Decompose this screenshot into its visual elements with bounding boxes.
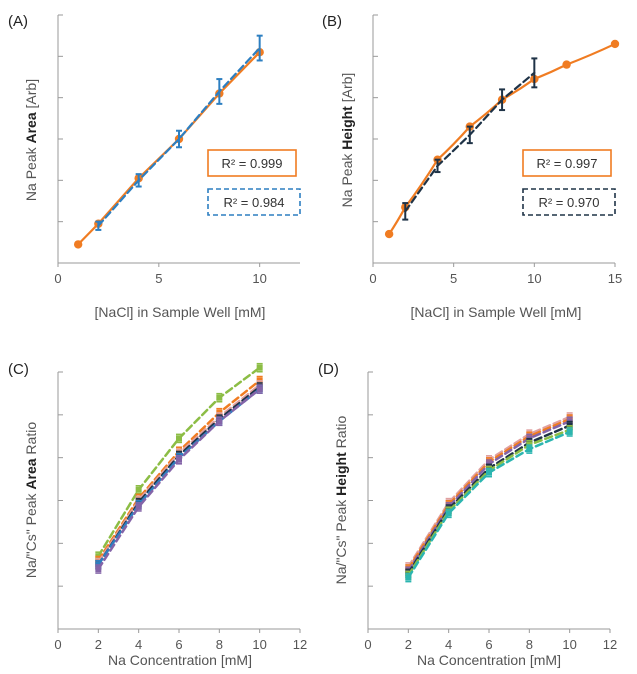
y-axis-label: Na Peak Height [Arb] [339,73,355,208]
data-point [73,240,83,249]
y-axis-label-part: Na Peak [339,150,355,208]
x-tick-label: 8 [526,637,533,652]
r2-annotation: R² = 0.984 [223,195,284,210]
y-axis-label-part: Ratio [333,415,349,452]
y-axis-label-part: [Arb] [23,79,39,112]
r2-annotation: R² = 0.970 [538,195,599,210]
x-tick-label: 12 [293,637,307,652]
x-tick-label: 4 [445,637,452,652]
series-line [407,420,571,573]
x-tick-label: 5 [155,271,162,286]
r2-box [522,149,612,177]
series-line [97,387,261,571]
y-axis-label: Na Peak Area [Arb] [23,79,39,201]
data-point [610,39,620,49]
data-point [256,364,263,371]
x-tick-label: 0 [54,271,61,286]
y-axis-label-part: Height [339,106,355,150]
data-point [526,446,533,453]
r2-box [522,188,616,216]
data-point [562,60,571,69]
y-axis-label-part: Area [23,458,39,489]
data-point [256,386,263,393]
y-axis-label-part: Ratio [23,422,39,459]
panel-label: (A) [8,13,28,30]
y-axis-label: Na/"Cs" Peak Area Ratio [23,422,39,578]
series-line [407,428,571,577]
data-point [176,456,182,463]
panel-label: (C) [8,361,29,378]
series-line [97,387,261,566]
x-tick-label: 8 [216,637,223,652]
x-axis-label: Na Concentration [mM] [417,652,561,668]
x-axis-label: [NaCl] in Sample Well [mM] [411,304,582,320]
y-axis-label-part: Area [23,112,39,143]
data-point [135,503,142,510]
x-tick-label: 10 [562,637,576,652]
data-point [486,469,492,476]
series-line [97,46,261,227]
series-line [97,385,261,566]
chart-panel: (C) 0 2 4 6 8 10 12 Na Concentration [mM] Na/"Cs"… [8,361,307,668]
data-point [384,229,394,239]
panel-label: (D) [318,361,339,378]
data-point [176,435,182,442]
x-tick-label: 6 [175,637,182,652]
data-point [566,428,573,435]
chart-panel: (A) 0 5 10 [NaCl] in Sample Well [mM] Na Peak… [8,13,301,320]
data-point [135,486,142,493]
data-point [405,574,412,581]
x-tick-label: 2 [95,637,102,652]
x-tick-label: 10 [527,271,541,286]
data-point [445,510,452,517]
chart-panel: (D) 0 2 4 6 8 10 12 Na Concentration [mM] Na/"Cs"… [318,361,617,668]
x-tick-label: 10 [252,637,266,652]
panel-label: (B) [322,13,342,30]
data-point [95,566,102,573]
r2-annotation: R² = 0.997 [536,156,597,171]
x-tick-label: 5 [450,271,457,286]
series-line [407,424,571,575]
x-tick-label: 4 [135,637,142,652]
x-tick-label: 2 [405,637,412,652]
x-tick-label: 10 [252,271,266,286]
series-line [407,430,571,579]
x-tick-label: 15 [608,271,622,286]
r2-annotation: R² = 0.999 [221,156,282,171]
y-axis-label-part: [Arb] [339,73,355,106]
x-axis-label: [NaCl] in Sample Well [mM] [95,304,266,320]
series-line [97,383,261,564]
x-tick-label: 0 [364,637,371,652]
x-tick-label: 0 [54,637,61,652]
r2-box [207,188,301,216]
r2-box [207,149,297,177]
y-axis-label: Na/"Cs" Peak Height Ratio [333,415,349,584]
y-axis-label-part: Na/"Cs" Peak [23,490,39,579]
chart-panel: (B) 0 5 10 15 [NaCl] in Sample Well [mM] Na Pe… [322,13,622,320]
y-axis-label-part: Height [333,452,349,496]
x-tick-label: 12 [603,637,617,652]
x-axis-label: Na Concentration [mM] [108,652,252,668]
x-tick-label: 0 [369,271,376,286]
y-axis-label-part: Na Peak [23,144,39,202]
data-point [216,418,223,425]
y-axis-label-part: Na/"Cs" Peak [333,496,349,585]
data-point [216,394,223,401]
x-tick-label: 6 [485,637,492,652]
